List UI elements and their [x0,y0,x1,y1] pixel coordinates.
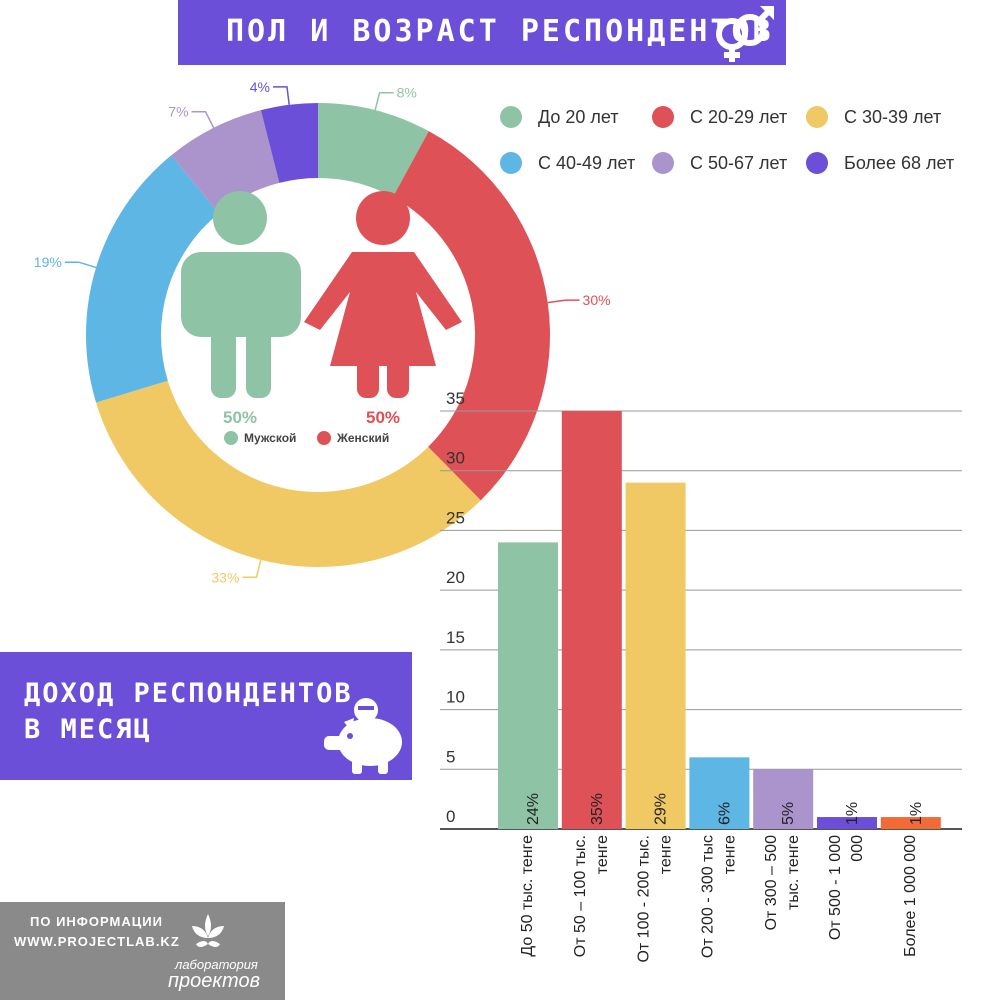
bar [625,482,686,829]
y-tick-label: 10 [446,688,465,707]
bar-data-label: 1% [844,802,861,825]
x-category-label: Более 1 000 000 [902,835,919,957]
legend-swatch [806,106,828,128]
x-category-label: От 200 - 300 тыс [699,835,716,958]
bar-data-label: 1% [908,802,925,825]
x-category-label: От 500 - 1 000 [827,835,844,940]
legend-item: Более 68 лет [806,152,954,174]
gender-icon [716,6,774,62]
donut-leader-line [242,559,262,579]
y-tick-label: 0 [446,807,455,826]
donut-slice [392,131,550,501]
y-tick-label: 35 [446,389,465,408]
legend-swatch [806,152,828,174]
legend-swatch [652,106,674,128]
female-percentage: 50% [366,408,400,427]
x-category-label: От 300 – 500 [763,835,780,931]
donut-data-label: 19% [34,254,62,270]
donut-leader-line [64,261,97,269]
y-tick-label: 20 [446,568,465,587]
legend-label: С 40-49 лет [538,152,636,173]
legend-item: С 20-29 лет [652,106,787,128]
y-tick-label: 15 [446,628,465,647]
age-donut-chart: 8% 30% 33% 19% 7% 4% 50% 50% Мужской Женский [34,79,611,585]
legend-label: С 50-67 лет [690,152,788,173]
footer: ПО ИНФОРМАЦИИ WWW.PROJECTLAB.KZ лаборато… [0,902,285,1000]
legend-swatch [500,106,522,128]
female-legend-dot [317,431,331,445]
bar-data-label: 24% [525,793,542,825]
legend-swatch [500,152,522,174]
legend-swatch [652,152,674,174]
legend-item: С 50-67 лет [652,152,787,174]
donut-leader-line [272,86,290,105]
bar-data-label: 29% [653,793,670,825]
donut-data-label: 4% [250,79,270,95]
logo-text-line1: лаборатория [175,957,258,972]
legend-label: С 30-39 лет [844,106,942,127]
x-category-label: тыс. тенге [785,835,802,910]
bar [880,817,941,829]
donut-slice [318,103,429,198]
bar [498,542,558,829]
income-title-line2: В МЕСЯЦ [24,714,152,745]
income-bar-chart: 0 5 10 15 20 25 30 35 24% 35% 29% 6% 5% 1% 1% До 50 т… [440,389,962,963]
bar [817,817,877,829]
header-banner: ПОЛ И ВОЗРАСТ РЕСПОНДЕНТОВ [178,0,786,65]
male-legend-dot [224,431,238,445]
y-tick-label: 5 [446,747,455,766]
x-category-label: тенге [658,835,675,874]
page-title: ПОЛ И ВОЗРАСТ РЕСПОНДЕНТОВ [226,14,774,49]
donut-leader-line [191,110,215,129]
bar-data-label: 35% [589,793,606,825]
footer-info-line1: ПО ИНФОРМАЦИИ [30,914,163,929]
x-category-label: тенге [594,835,611,874]
legend-label: С 20-29 лет [690,106,788,127]
bar-data-label: 6% [716,802,733,825]
donut-slice [96,380,481,567]
donut-data-label: 33% [211,569,239,585]
income-title-line1: ДОХОД РЕСПОНДЕНТОВ [24,678,353,709]
female-figure-icon [304,191,462,398]
donut-data-label: 30% [583,292,611,308]
donut-leader-line [374,91,394,111]
male-figure-icon [181,191,301,398]
donut-leader-line [547,299,580,304]
donut-slice [86,155,219,403]
x-category-label: тенге [721,835,738,874]
x-category-label: От 100 - 200 тыс. [636,835,653,963]
bar [753,769,814,829]
legend-item: До 20 лет [500,106,619,128]
bar [689,757,750,829]
x-category-label: До 50 тыс. тенге [519,835,536,957]
piggy-bank-icon [324,698,402,774]
legend-item: С 30-39 лет [806,106,941,128]
male-legend-label: Мужской [244,431,296,445]
x-category-label: От 50 – 100 тыс. [572,835,589,957]
bar-data-label: 5% [780,802,797,825]
legend-label: До 20 лет [538,106,619,127]
y-tick-label: 30 [446,449,465,468]
x-category-label: 000 [849,835,866,862]
y-tick-label: 25 [446,508,465,527]
logo-text-line2: проектов [168,970,261,992]
legend-item: С 40-49 лет [500,152,635,174]
income-banner: ДОХОД РЕСПОНДЕНТОВ В МЕСЯЦ [0,652,412,780]
donut-data-label: 7% [168,104,188,120]
leaf-logo-icon [192,914,224,947]
donut-slice [260,103,318,183]
footer-info-link[interactable]: WWW.PROJECTLAB.KZ [14,934,180,949]
legend-label: Более 68 лет [844,152,955,173]
bar [561,411,622,829]
donut-data-label: 8% [397,85,417,101]
female-legend-label: Женский [336,431,389,445]
male-percentage: 50% [223,408,257,427]
donut-slice [171,110,280,214]
